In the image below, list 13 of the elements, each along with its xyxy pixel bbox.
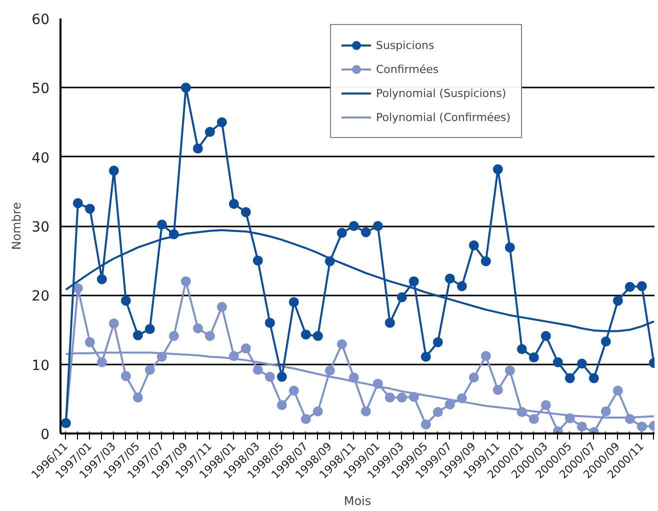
y-tick-label: 20 [32, 288, 50, 305]
y-tick-label: 30 [32, 220, 50, 236]
y-axis-title: Nombre [10, 202, 24, 250]
y-tick-label: 50 [32, 81, 50, 98]
y-tick-label: 60 [32, 12, 50, 28]
y-tick-label: 40 [32, 150, 50, 166]
legend-label: Polynomial (Suspicions) [376, 86, 506, 101]
legend-label: Polynomial (Confirmées) [376, 110, 511, 125]
legend-label: Confirmées [376, 62, 439, 77]
legend-label: Suspicions [376, 38, 434, 53]
y-tick-label: 10 [32, 358, 50, 374]
y-tick-label: 0 [40, 427, 50, 443]
x-axis-title: Mois [344, 494, 372, 508]
